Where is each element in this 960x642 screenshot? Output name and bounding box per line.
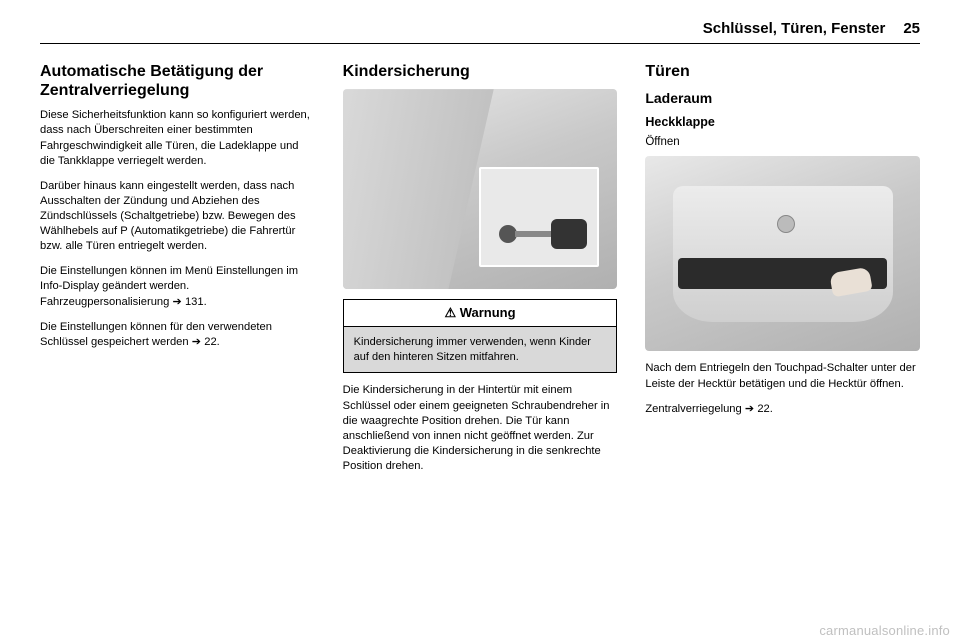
header-page-number: 25 [903,20,920,37]
figure-child-lock [343,89,618,289]
page-reference-131: ➔ 131. [172,296,206,308]
figure-car-rear [673,186,893,323]
col3-heading: Türen [645,62,920,81]
col1-p4: Die Einstellungen können für den verwend… [40,320,315,350]
column-1: Automatische Betätigung der Zentralverri… [40,62,315,484]
figure-inset-box [479,167,599,267]
page-header: Schlüssel, Türen, Fenster 25 [40,20,920,44]
figure-door-edge [343,89,494,289]
col3-p1: Nach dem Entriegeln den Touchpad-Schalte… [645,361,920,391]
watermark: carmanualsonline.info [819,623,950,638]
col2-p1: Die Kindersicherung in der Hintertür mit… [343,383,618,474]
figure-tailgate [645,156,920,351]
column-3: Türen Laderaum Heckklappe Öffnen Nach de… [645,62,920,484]
page-reference-22b: ➔ 22. [745,403,773,415]
col1-p4-text: Die Einstellungen können für den verwend… [40,321,272,348]
warning-body: Kindersicherung immer verwenden, wenn Ki… [344,327,617,373]
header-section: Schlüssel, Türen, Fenster [703,20,886,37]
col1-heading: Automatische Betätigung der Zentralverri… [40,62,315,100]
figure-key-blade [515,231,555,237]
page-reference-22a: ➔ 22. [192,336,220,348]
col1-p1: Diese Sicherheitsfunktion kann so konfig… [40,108,315,168]
col3-p2: Zentralverriegelung ➔ 22. [645,402,920,417]
col1-p3: Die Einstellungen können im Menü Einstel… [40,264,315,309]
warning-title: ⚠ Warnung [344,300,617,327]
col2-heading: Kindersicherung [343,62,618,81]
column-2: Kindersicherung ⚠ Warnung Kindersicherun… [343,62,618,484]
col3-subheading3: Öffnen [645,135,920,151]
content-columns: Automatische Betätigung der Zentralverri… [40,62,920,484]
col3-p2-text: Zentralverriegelung [645,403,745,415]
col3-subheading2: Heckklappe [645,114,920,131]
col1-p2: Darüber hinaus kann eingestellt werden, … [40,179,315,255]
col3-subheading: Laderaum [645,89,920,108]
warning-box: ⚠ Warnung Kindersicherung immer verwende… [343,299,618,373]
figure-key-head [551,219,587,249]
col1-p3-text: Die Einstellungen können im Menü Einstel… [40,265,298,307]
